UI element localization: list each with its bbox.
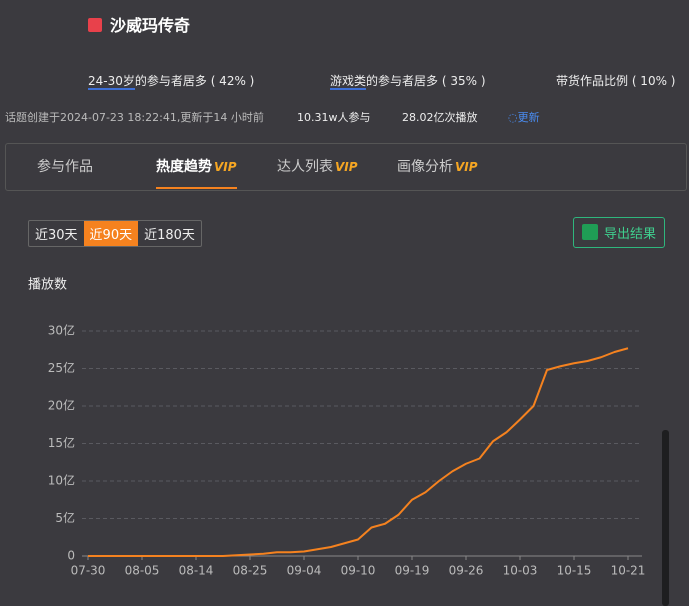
tab-label: 画像分析 [397, 159, 453, 175]
vip-badge: VIP [214, 160, 237, 174]
stat-text: 的参与者居多 ( 35% ) [366, 74, 486, 88]
x-tick-label: 07-30 [71, 564, 106, 578]
refresh-text: 更新 [517, 111, 540, 124]
refresh[interactable]: ◌更新 [508, 111, 540, 124]
y-axis-label: 播放数 [28, 278, 67, 293]
scrollbar[interactable] [662, 430, 669, 606]
stat-text: 的参与者居多 ( 42% ) [134, 74, 255, 88]
participants: 10.31w人参与 [297, 111, 371, 124]
stat-text: 带货作品比例 ( 10% ) [556, 74, 676, 88]
x-tick-label: 09-19 [395, 564, 430, 578]
tab[interactable]: 达人列表 VIP [277, 156, 358, 176]
stat: 24-30岁的参与者居多 ( 42% ) [88, 72, 255, 90]
tab[interactable]: 热度趋势 VIP [156, 156, 237, 189]
x-tick-label: 09-04 [287, 564, 322, 578]
y-tick-label: 30亿 [48, 323, 75, 338]
plays: 28.02亿次播放 [402, 111, 478, 124]
y-tick-label: 25亿 [48, 360, 75, 375]
tab-label: 热度趋势 [156, 159, 212, 175]
range-button[interactable]: 近30天 [35, 228, 78, 243]
x-tick-label: 08-05 [125, 564, 160, 578]
export-button[interactable]: 导出结果 [573, 217, 666, 248]
stat: 带货作品比例 ( 10% ) [556, 72, 675, 89]
y-tick-label: 5亿 [55, 510, 75, 525]
range-button[interactable]: 近90天 [83, 221, 139, 246]
topic-title: 沙威玛传奇 [88, 12, 190, 36]
tab[interactable]: 画像分析 VIP [397, 156, 478, 176]
x-tick-label: 09-26 [449, 564, 484, 578]
range-button[interactable]: 近180天 [144, 228, 195, 243]
created-info: 话题创建于2024-07-23 18:22:41,更新于14 小时前 [5, 111, 264, 124]
y-tick-label: 20亿 [48, 398, 75, 413]
x-tick-label: 10-15 [557, 564, 592, 578]
stat-highlight: 24-30岁 [88, 74, 135, 90]
x-tick-label: 08-25 [233, 564, 268, 578]
tab[interactable]: 参与作品 [37, 156, 93, 176]
stat-highlight: 游戏类 [330, 74, 367, 90]
y-tick-label: 15亿 [48, 435, 75, 450]
vip-badge: VIP [335, 160, 358, 174]
stat: 游戏类的参与者居多 ( 35% ) [330, 72, 486, 90]
line [88, 347, 629, 557]
tab-label: 达人列表 [277, 159, 333, 175]
x-tick-label: 09-10 [341, 564, 376, 578]
vip-badge: VIP [455, 160, 478, 174]
x-tick-label: 10-03 [503, 564, 538, 578]
x-tick-label: 10-21 [611, 564, 646, 578]
export-text: 导出结果 [604, 227, 657, 242]
tab-bar [5, 143, 687, 191]
y-tick-label: 10亿 [48, 473, 75, 488]
range-selector: 近30天 近90天 近180天 [28, 220, 202, 247]
y-tick-label: 0 [67, 549, 75, 563]
x-tick-label: 08-14 [179, 564, 214, 578]
title-text: 沙威玛传奇 [110, 16, 191, 35]
tab-label: 参与作品 [37, 159, 93, 175]
